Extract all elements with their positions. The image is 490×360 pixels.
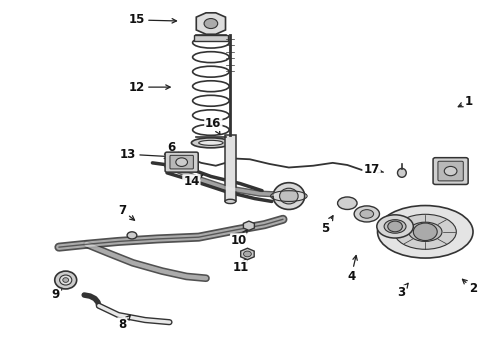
Ellipse shape <box>63 278 69 282</box>
Text: 13: 13 <box>120 148 169 161</box>
Ellipse shape <box>354 206 379 222</box>
Ellipse shape <box>273 183 305 210</box>
Ellipse shape <box>360 210 374 218</box>
Circle shape <box>204 18 218 28</box>
Text: 16: 16 <box>205 117 221 134</box>
Text: 3: 3 <box>397 283 408 299</box>
Circle shape <box>414 223 437 240</box>
Ellipse shape <box>280 188 298 204</box>
Ellipse shape <box>397 168 406 177</box>
Text: 14: 14 <box>183 175 203 188</box>
Text: 11: 11 <box>233 258 249 274</box>
Text: 9: 9 <box>52 285 63 301</box>
Polygon shape <box>196 13 225 34</box>
Ellipse shape <box>394 214 456 249</box>
FancyBboxPatch shape <box>194 35 228 41</box>
Text: 8: 8 <box>118 315 130 331</box>
Circle shape <box>444 166 457 176</box>
Circle shape <box>388 221 402 232</box>
Text: 17: 17 <box>364 163 384 176</box>
Text: 12: 12 <box>129 81 170 94</box>
Circle shape <box>127 232 137 239</box>
Circle shape <box>176 158 188 166</box>
Text: 6: 6 <box>167 141 188 158</box>
Ellipse shape <box>377 206 473 258</box>
Text: 2: 2 <box>463 279 477 296</box>
Text: 5: 5 <box>321 216 333 235</box>
Ellipse shape <box>377 215 414 238</box>
Ellipse shape <box>225 199 236 203</box>
FancyBboxPatch shape <box>438 161 463 181</box>
Text: 7: 7 <box>118 204 135 220</box>
Ellipse shape <box>384 220 406 233</box>
FancyBboxPatch shape <box>224 135 236 202</box>
Text: 1: 1 <box>458 95 473 108</box>
Text: 15: 15 <box>129 13 176 27</box>
Text: 10: 10 <box>231 230 247 247</box>
Ellipse shape <box>60 275 72 285</box>
Circle shape <box>244 251 251 257</box>
Ellipse shape <box>409 222 442 242</box>
Ellipse shape <box>199 140 223 145</box>
FancyBboxPatch shape <box>433 158 468 184</box>
Text: 4: 4 <box>347 256 357 283</box>
FancyBboxPatch shape <box>170 156 194 169</box>
Ellipse shape <box>192 138 230 148</box>
FancyBboxPatch shape <box>165 152 198 172</box>
Ellipse shape <box>55 271 76 289</box>
Ellipse shape <box>338 197 357 210</box>
